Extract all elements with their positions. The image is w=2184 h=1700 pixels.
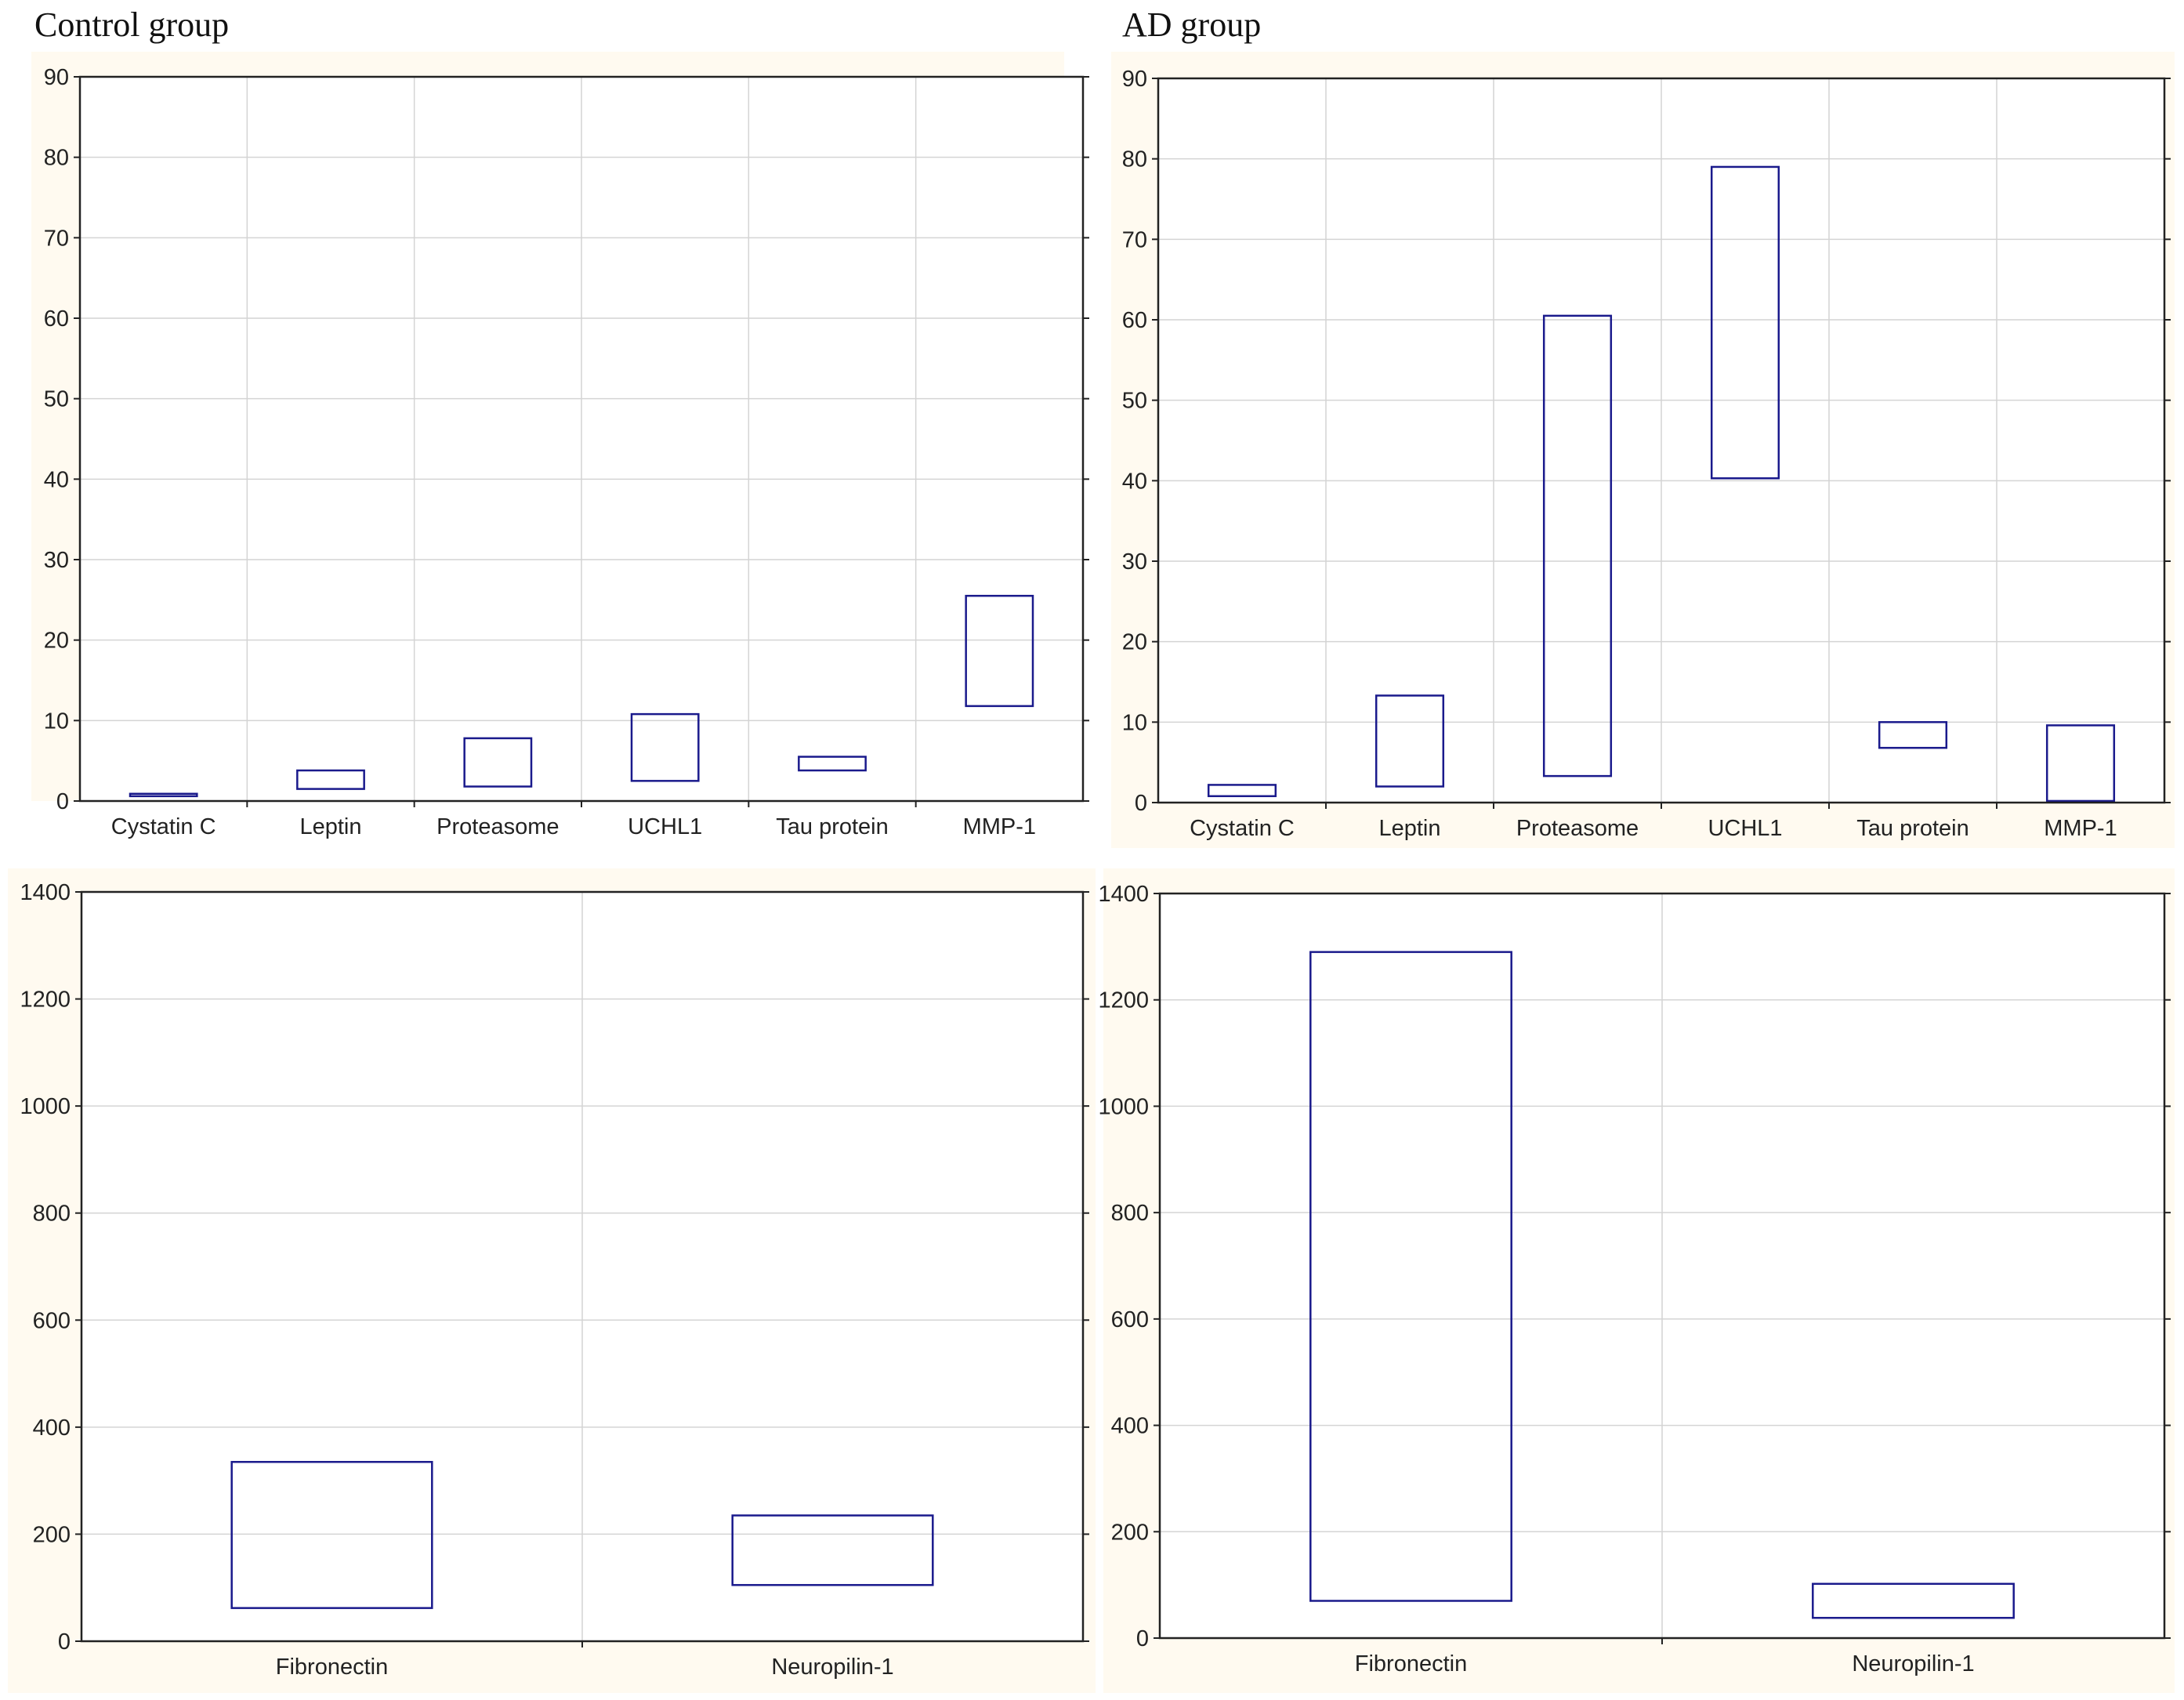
control-top-category-label: Proteasome [436,814,559,839]
control-bottom-ytick-label: 1000 [20,1094,71,1119]
control-top-category-label: Tau protein [776,814,889,839]
ad-top-ytick-label: 70 [1122,227,1147,252]
control-top-ytick-label: 90 [44,65,69,90]
ad-top-ytick-label: 50 [1122,389,1147,414]
ad-top-box-3 [1710,165,1780,480]
control-top-box-5 [965,594,1034,708]
ad-top-box-5 [2045,724,2116,803]
control-top-plot-frame [78,75,1085,803]
control-top-category-label: Cystatin C [111,814,216,839]
ad-top-category-label: Leptin [1378,816,1440,841]
control-top-box-1 [296,769,365,790]
ad-top-ytick-label: 40 [1122,469,1147,494]
ad-top-plot-frame [1157,77,2166,804]
ad-top-ytick-label: 90 [1122,67,1147,92]
control-top-ytick-label: 40 [44,467,69,492]
ad-bottom-ytick-label: 600 [1111,1307,1149,1332]
control-top-ytick-label: 50 [44,387,69,412]
ad-top-ytick-label: 60 [1122,308,1147,333]
control-bottom-box-0 [230,1460,433,1609]
ad-bottom-ytick-label: 200 [1111,1520,1149,1545]
ad-top-ytick-label: 0 [1135,791,1147,816]
ad-bottom-category-label: Neuropilin-1 [1852,1651,1974,1676]
control-top-box-4 [798,756,867,772]
control-bottom-category-label: Neuropilin-1 [771,1655,893,1680]
control-group-title: Control group [34,5,230,44]
ad-bottom-ytick-label: 800 [1111,1201,1149,1226]
control-bottom-ytick-label: 200 [33,1522,71,1547]
control-top-category-label: Leptin [299,814,361,839]
ad-bottom-ytick-label: 1200 [1098,988,1149,1013]
ad-top-ytick-label: 30 [1122,549,1147,575]
control-bottom-ytick-label: 1200 [20,988,71,1013]
control-bottom-box-1 [731,1514,934,1586]
control-top-ytick-label: 30 [44,548,69,573]
control-top-box-0 [129,792,198,798]
control-bottom-ytick-label: 0 [58,1629,71,1655]
control-top-category-label: MMP-1 [963,814,1036,839]
ad-bottom-ytick-label: 1400 [1098,882,1149,907]
ad-top-category-label: UCHL1 [1708,816,1782,841]
ad-top-category-label: Proteasome [1516,816,1639,841]
ad-bottom-plot-frame [1158,892,2166,1640]
ad-top-box-1 [1375,694,1445,788]
ad-bottom-box-1 [1812,1582,2015,1619]
control-top-ytick-label: 10 [44,709,69,734]
ad-top-ytick-label: 10 [1122,710,1147,735]
ad-top-category-label: MMP-1 [2044,816,2117,841]
control-bottom-category-label: Fibronectin [276,1655,388,1680]
control-bottom-ytick-label: 400 [33,1415,71,1441]
control-bottom-ytick-label: 1400 [20,880,71,905]
ad-top-box-4 [1878,721,1948,749]
ad-bottom-box-0 [1309,951,1512,1602]
control-top-ytick-label: 80 [44,146,69,171]
control-top-box-3 [630,712,700,782]
control-top-ytick-label: 0 [56,789,69,814]
control-top-ytick-label: 70 [44,226,69,251]
ad-top-ytick-label: 20 [1122,630,1147,655]
control-bottom-plot-frame [80,890,1085,1643]
ad-group-title: AD group [1122,5,1262,44]
control-bottom-ytick-label: 600 [33,1308,71,1333]
ad-top-box-2 [1542,314,1613,778]
control-top-box-2 [463,737,533,788]
ad-top-box-0 [1207,784,1277,798]
ad-top-category-label: Tau protein [1856,816,1969,841]
ad-top-category-label: Cystatin C [1190,816,1295,841]
ad-bottom-category-label: Fibronectin [1355,1651,1467,1676]
ad-bottom-ytick-label: 0 [1136,1626,1149,1651]
control-top-ytick-label: 20 [44,629,69,654]
control-top-category-label: UCHL1 [628,814,702,839]
ad-bottom-ytick-label: 1000 [1098,1094,1149,1119]
control-top-ytick-label: 60 [44,306,69,332]
control-bottom-ytick-label: 800 [33,1202,71,1227]
ad-top-ytick-label: 80 [1122,147,1147,172]
ad-bottom-ytick-label: 400 [1111,1414,1149,1439]
